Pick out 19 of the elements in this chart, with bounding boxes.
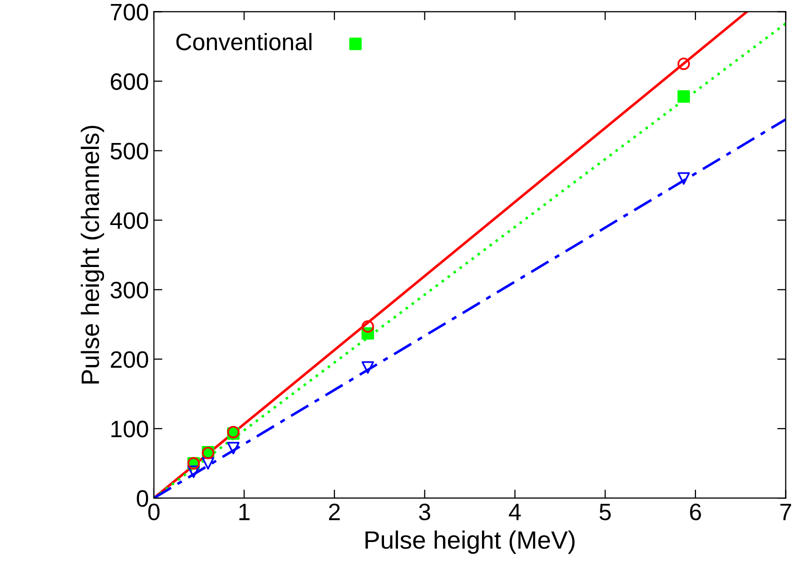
x-tick-label: 7 <box>780 504 792 520</box>
x-tick-label: 4 <box>508 504 521 520</box>
y-axis-title: Pulse height (channels) <box>80 126 104 384</box>
x-tick-label: 0 <box>148 504 160 520</box>
y-tick-label: 100 <box>111 420 148 438</box>
x-tick-label: 1 <box>239 504 250 520</box>
y-tick-label: 300 <box>110 282 148 298</box>
x-tick-label: 6 <box>690 504 701 520</box>
y-tick-label: 200 <box>110 351 148 368</box>
x-tick-label: 2 <box>329 504 340 520</box>
y-tick-label: 600 <box>110 73 148 90</box>
y-tick-label: 700 <box>110 4 148 21</box>
x-tick-label: 3 <box>419 504 430 520</box>
y-tick-label: 0 <box>136 490 148 507</box>
y-tick-label: 400 <box>110 212 148 229</box>
x-tick-label: 5 <box>600 504 611 520</box>
y-tick-label: 500 <box>110 142 148 160</box>
x-axis-title: Pulse height (MeV) <box>366 530 575 554</box>
legend-label: Conventional <box>176 32 312 50</box>
